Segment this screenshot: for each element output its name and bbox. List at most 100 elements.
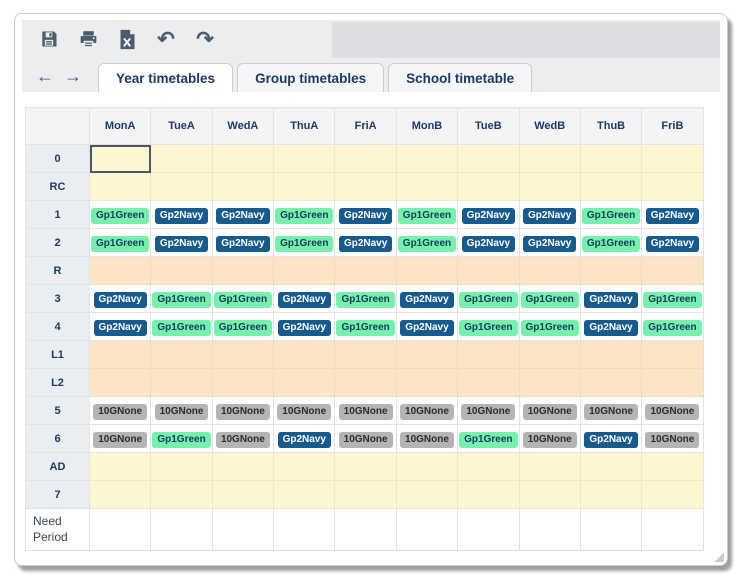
timetable-cell[interactable] (273, 144, 336, 173)
timetable-cell[interactable]: Gp1Green (88, 228, 152, 257)
timetable-cell[interactable] (395, 480, 459, 509)
timetable-cell[interactable] (334, 452, 397, 481)
timetable-cell[interactable]: Gp1Green (579, 228, 643, 257)
group-badge[interactable]: 10GNone (338, 403, 393, 421)
timetable-cell[interactable]: 10GNone (88, 396, 152, 425)
group-badge[interactable]: Gp1Green (152, 319, 211, 337)
timetable-cell[interactable]: 10GNone (150, 396, 213, 425)
timetable-cell[interactable] (641, 340, 704, 369)
timetable-cell[interactable] (88, 452, 152, 481)
timetable-cell[interactable]: 10GNone (457, 396, 520, 425)
timetable-cell[interactable] (579, 144, 643, 173)
timetable-cell[interactable]: 10GNone (334, 424, 397, 453)
timetable-cell[interactable] (334, 480, 397, 509)
group-badge[interactable]: Gp2Navy (400, 319, 454, 337)
tab-group-timetables[interactable]: Group timetables (237, 63, 385, 92)
back-arrow-icon[interactable]: ← (36, 66, 54, 86)
tab-school-timetable[interactable]: School timetable (388, 63, 533, 92)
timetable-cell[interactable] (150, 256, 213, 285)
timetable-cell[interactable] (518, 508, 581, 551)
timetable-cell[interactable]: Gp2Navy (273, 284, 336, 313)
timetable-cell[interactable]: Gp1Green (334, 284, 397, 313)
group-badge[interactable]: Gp2Navy (216, 235, 270, 253)
timetable-cell[interactable]: Gp2Navy (334, 228, 397, 257)
timetable-cell[interactable] (641, 368, 704, 397)
timetable-cell[interactable]: 10GNone (334, 396, 397, 425)
group-badge[interactable]: Gp2Navy (277, 431, 331, 449)
group-badge[interactable]: Gp1Green (152, 291, 211, 309)
timetable-cell[interactable] (395, 508, 459, 551)
timetable-cell[interactable] (457, 340, 520, 369)
timetable-cell[interactable] (88, 368, 152, 397)
timetable-cell[interactable]: Gp1Green (211, 284, 275, 313)
group-badge[interactable]: 10GNone (400, 403, 454, 421)
timetable-cell[interactable] (579, 368, 643, 397)
group-badge[interactable]: Gp2Navy (523, 235, 577, 253)
timetable-cell[interactable]: 10GNone (518, 424, 581, 453)
timetable-cell[interactable] (273, 480, 336, 509)
timetable-cell[interactable] (518, 452, 581, 481)
timetable-cell[interactable]: Gp2Navy (457, 228, 520, 257)
timetable-cell[interactable] (88, 480, 152, 509)
timetable-cell[interactable] (579, 480, 643, 509)
timetable-cell[interactable] (150, 452, 213, 481)
timetable-cell[interactable] (334, 368, 397, 397)
group-badge[interactable]: 10GNone (645, 431, 700, 449)
group-badge[interactable]: 10GNone (461, 403, 516, 421)
timetable-cell[interactable]: Gp2Navy (641, 200, 704, 229)
timetable-cell[interactable]: Gp2Navy (579, 424, 643, 453)
timetable-cell[interactable] (150, 172, 213, 201)
timetable-cell[interactable] (457, 144, 520, 173)
timetable-cell[interactable] (641, 256, 704, 285)
timetable-cell[interactable]: Gp2Navy (211, 200, 275, 229)
timetable-cell[interactable] (518, 172, 581, 201)
timetable-cell[interactable]: Gp2Navy (150, 228, 213, 257)
timetable-cell[interactable]: Gp1Green (88, 200, 152, 229)
group-badge[interactable]: Gp1Green (336, 291, 395, 309)
group-badge[interactable]: 10GNone (215, 431, 270, 449)
timetable-cell[interactable] (395, 256, 459, 285)
timetable-cell[interactable]: Gp2Navy (579, 312, 643, 341)
timetable-cell[interactable]: Gp2Navy (211, 228, 275, 257)
timetable-cell[interactable] (518, 480, 581, 509)
group-badge[interactable]: 10GNone (93, 431, 148, 449)
timetable-cell[interactable] (334, 172, 397, 201)
group-badge[interactable]: Gp2Navy (93, 319, 147, 337)
timetable-cell[interactable]: Gp2Navy (518, 200, 581, 229)
timetable-cell[interactable]: Gp1Green (457, 312, 520, 341)
group-badge[interactable]: Gp2Navy (338, 235, 393, 253)
timetable-cell[interactable] (395, 368, 459, 397)
timetable-cell[interactable] (457, 508, 520, 551)
group-badge[interactable]: Gp1Green (459, 291, 518, 309)
timetable-cell[interactable] (334, 508, 397, 551)
group-badge[interactable]: Gp2Navy (461, 207, 516, 225)
timetable-cell[interactable]: Gp1Green (641, 312, 704, 341)
timetable-cell[interactable]: 10GNone (641, 396, 704, 425)
group-badge[interactable]: Gp2Navy (461, 235, 516, 253)
timetable-cell[interactable]: Gp2Navy (641, 228, 704, 257)
timetable-cell[interactable] (88, 256, 152, 285)
timetable-cell[interactable] (88, 144, 152, 173)
timetable-cell[interactable] (150, 144, 213, 173)
timetable-cell[interactable] (211, 480, 275, 509)
timetable-cell[interactable] (88, 508, 152, 551)
timetable-cell[interactable]: Gp1Green (334, 312, 397, 341)
timetable-cell[interactable]: Gp2Navy (457, 200, 520, 229)
group-badge[interactable]: 10GNone (93, 403, 148, 421)
timetable-cell[interactable] (211, 368, 275, 397)
timetable-cell[interactable] (334, 340, 397, 369)
tab-year-timetables[interactable]: Year timetables (98, 63, 234, 92)
group-badge[interactable]: 10GNone (584, 403, 638, 421)
timetable-cell[interactable] (579, 340, 643, 369)
timetable-cell[interactable] (395, 172, 459, 201)
timetable-cell[interactable] (334, 256, 397, 285)
group-badge[interactable]: 10GNone (338, 431, 393, 449)
group-badge[interactable]: Gp2Navy (645, 235, 700, 253)
group-badge[interactable]: Gp1Green (643, 319, 702, 337)
group-badge[interactable]: Gp2Navy (523, 207, 577, 225)
timetable-cell[interactable] (641, 480, 704, 509)
timetable-cell[interactable] (641, 508, 704, 551)
timetable-cell[interactable]: 10GNone (211, 424, 275, 453)
group-badge[interactable]: Gp1Green (91, 235, 150, 253)
timetable-cell[interactable] (518, 256, 581, 285)
